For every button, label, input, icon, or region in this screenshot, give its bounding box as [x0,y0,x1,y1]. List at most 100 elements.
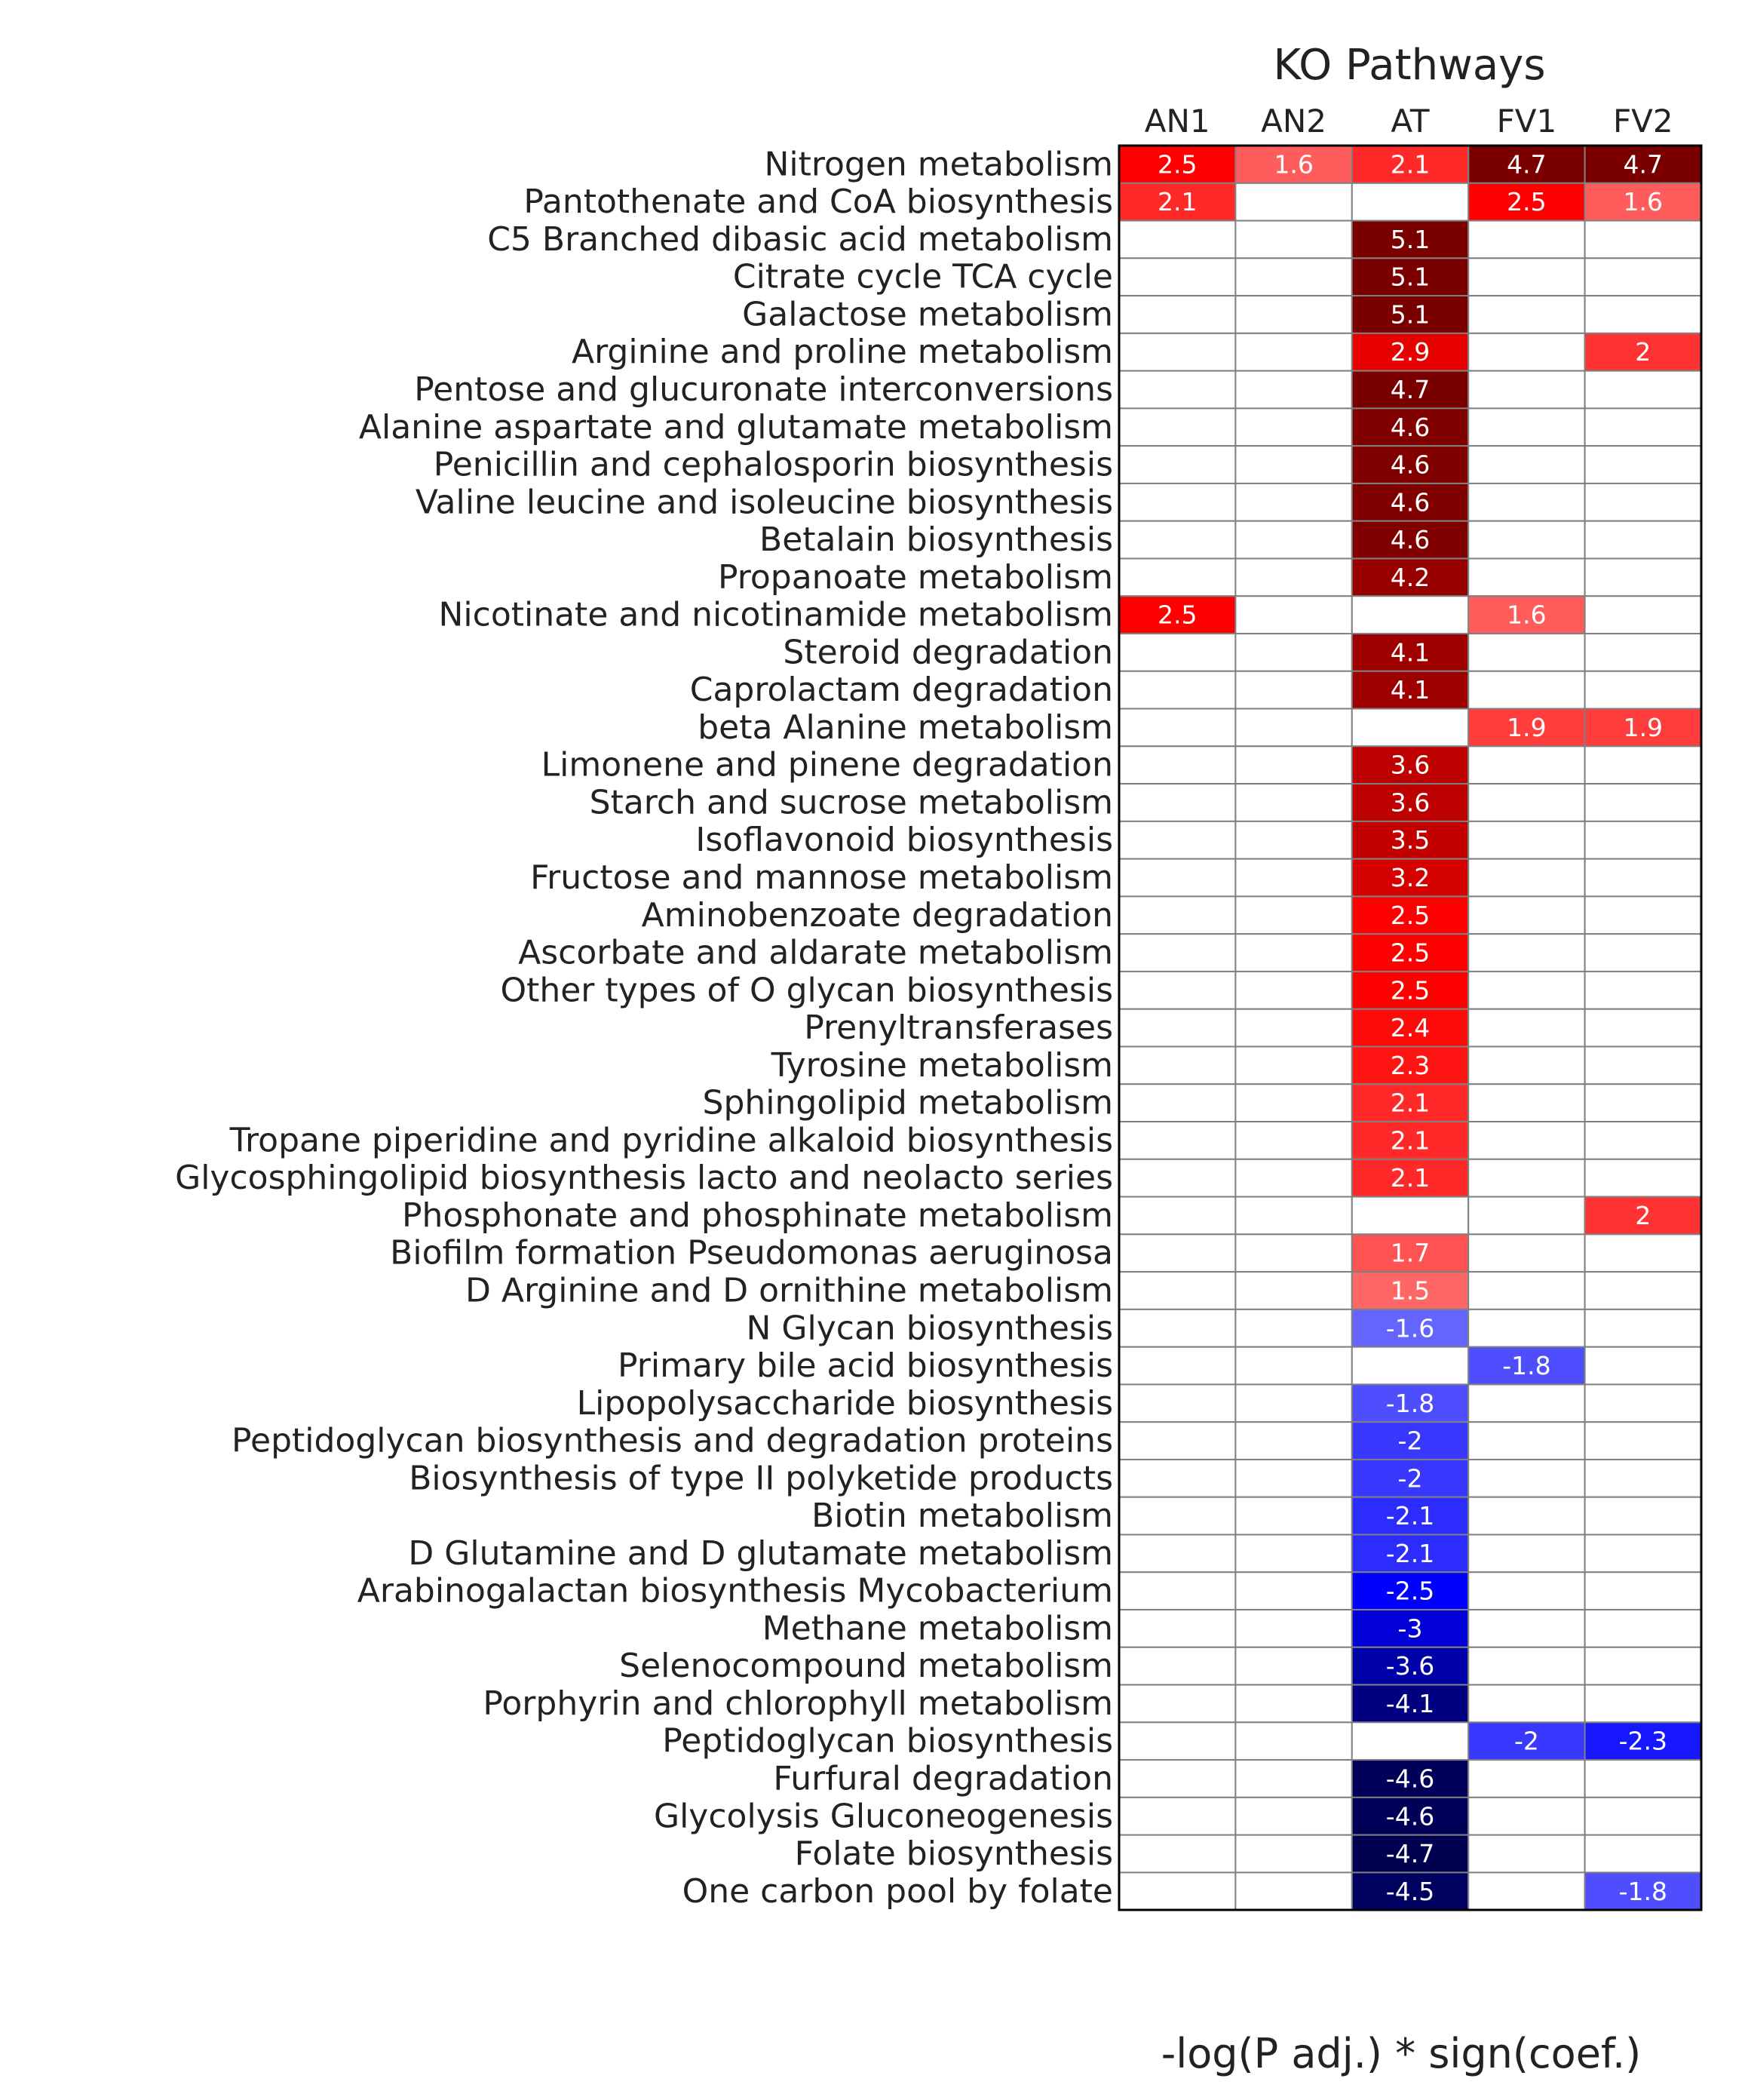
heatmap-cell [1584,1383,1703,1423]
row-label: Prenyltransferases [804,1009,1113,1047]
heatmap-cell [1584,1834,1703,1874]
heatmap-cell [1118,1796,1237,1836]
heatmap-cell [1118,1346,1237,1386]
cell-value-label: -1.8 [1619,1877,1667,1906]
cell-value-label: 1.7 [1391,1239,1430,1268]
heatmap-cell [1234,1759,1353,1798]
row-label: Peptidoglycan biosynthesis [662,1722,1113,1761]
row-label: Phosphonate and phosphinate metabolism [402,1196,1113,1235]
heatmap-cell [1584,1083,1703,1123]
row-label: Selenocompound metabolism [619,1647,1113,1685]
heatmap-cell [1584,933,1703,972]
cell-value-label: 4.6 [1391,450,1430,480]
heatmap-cell [1584,220,1703,259]
heatmap-cell [1351,858,1470,898]
cell-value-label: -4.6 [1386,1764,1434,1793]
heatmap-cell [1584,670,1703,710]
column-label-an1: AN1 [1145,103,1210,140]
heatmap-cell [1467,820,1586,860]
cell-value-label: 2.4 [1391,1013,1430,1042]
heatmap-cell [1584,370,1703,410]
heatmap-cell [1467,1534,1586,1573]
plot-border [1118,144,1703,1911]
heatmap-cell [1118,1271,1237,1310]
heatmap-cell [1584,1346,1703,1386]
heatmap-cell [1234,407,1353,447]
heatmap-cell [1351,1346,1470,1386]
cell-value-label: 5.1 [1391,299,1430,329]
heatmap-cell [1118,1609,1237,1648]
row-label: Glycosphingolipid biosynthesis lacto and… [175,1159,1113,1197]
cell-value-label: 2.1 [1158,187,1197,216]
heatmap-cell [1351,1646,1470,1686]
heatmap-cell [1351,370,1470,410]
heatmap-cell [1467,1196,1586,1236]
heatmap-cell [1467,1496,1586,1536]
heatmap-cell [1234,1346,1353,1386]
heatmap-cell [1351,1458,1470,1498]
heatmap-cell [1234,520,1353,560]
heatmap-cell [1584,482,1703,522]
heatmap-cell [1118,1458,1237,1498]
heatmap-cell [1234,1609,1353,1648]
row-label: D Arginine and D ornithine metabolism [465,1271,1113,1309]
row-label: One carbon pool by folate [682,1872,1113,1911]
heatmap-cell [1351,595,1470,635]
cell-value-label: 1.6 [1274,149,1313,179]
heatmap-cell [1118,1534,1237,1573]
cell-value-label: 1.6 [1507,600,1546,630]
heatmap-cell [1467,332,1586,372]
heatmap-cell [1118,1421,1237,1460]
heatmap-cell [1584,1646,1703,1686]
heatmap-cell [1584,1121,1703,1160]
cell-value-label: 2.5 [1507,187,1546,216]
cell-value-label: -2.1 [1386,1501,1434,1530]
heatmap-cell [1467,1158,1586,1198]
heatmap-cell [1351,1158,1470,1198]
heatmap-cell [1467,220,1586,259]
row-label: Valine leucine and isoleucine biosynthes… [416,483,1113,521]
heatmap-cell [1234,1233,1353,1273]
cell-value-label: 4.7 [1507,149,1546,179]
heatmap-cell [1584,1308,1703,1348]
heatmap-cell [1351,520,1470,560]
heatmap-cell [1234,1196,1353,1236]
heatmap-cell [1467,783,1586,822]
heatmap-cell [1118,783,1237,822]
cell-value-label: 2 [1635,337,1651,367]
heatmap-cell [1584,257,1703,297]
row-label: Porphyrin and chlorophyll metabolism [483,1684,1113,1723]
heatmap-cell [1234,1008,1353,1048]
heatmap-cell [1234,1045,1353,1085]
heatmap-cell [1467,1609,1586,1648]
heatmap-cell [1467,407,1586,447]
cell-value-label: 2.1 [1391,1125,1430,1155]
heatmap-cell [1351,257,1470,297]
heatmap-cell [1584,1571,1703,1611]
cell-value-label: -4.5 [1386,1877,1434,1906]
heatmap-cell [1351,1721,1470,1761]
heatmap-cell [1351,1271,1470,1310]
cell-value-label: 2.3 [1391,1051,1430,1080]
heatmap-cell [1118,1083,1237,1123]
cell-value-label: 2.9 [1391,337,1430,367]
cell-value-label: 2.1 [1391,1088,1430,1118]
row-label: Isoflavonoid biosynthesis [695,821,1113,859]
column-label-fv1: FV1 [1497,103,1557,140]
row-label: Tropane piperidine and pyridine alkaloid… [229,1121,1113,1159]
heatmap-cell [1118,933,1237,972]
cell-value-label: -2.3 [1619,1727,1667,1756]
heatmap-cell [1234,1158,1353,1198]
heatmap-cell [1584,895,1703,935]
heatmap-cell [1118,407,1237,447]
heatmap-cell [1584,520,1703,560]
heatmap-cell [1234,1121,1353,1160]
heatmap-cell [1584,1158,1703,1198]
heatmap-cell [1234,1083,1353,1123]
heatmap-cell [1467,1233,1586,1273]
heatmap-cell [1234,1308,1353,1348]
heatmap-cell [1118,482,1237,522]
heatmap-cell [1584,1759,1703,1798]
heatmap-cell [1118,970,1237,1010]
heatmap-cell [1467,257,1586,297]
